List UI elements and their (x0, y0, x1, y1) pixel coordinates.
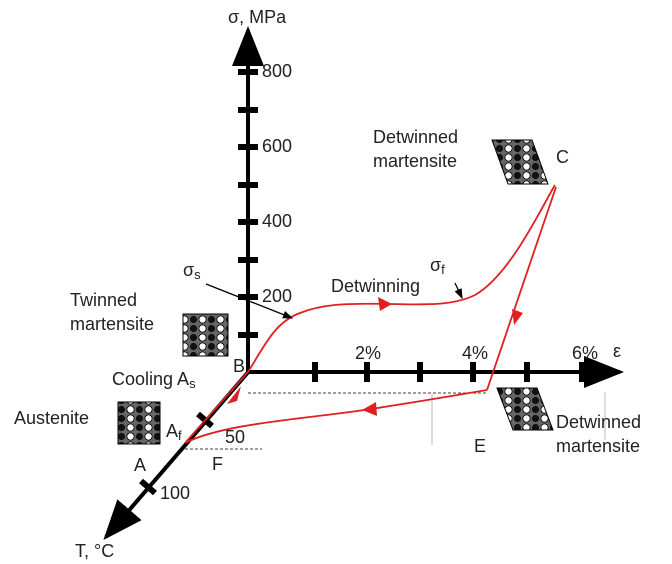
detwinned-label: Detwinned (373, 127, 458, 147)
point-label: E (474, 436, 486, 456)
sigma-tick-label: 200 (262, 286, 292, 306)
point-label: Af (166, 421, 182, 444)
epsilon-tick-label: 6% (572, 343, 598, 363)
twinned-crystal (182, 313, 229, 357)
detwinning-label: Detwinning (331, 276, 420, 296)
red-arrows (227, 297, 523, 416)
crystals (117, 139, 554, 445)
point-label: A (134, 455, 146, 475)
sigma-s-label: σs (183, 260, 201, 283)
detwinned-label: martensite (556, 436, 640, 456)
detwinned-label: Detwinned (556, 412, 641, 432)
detwinned-crystal-bottom (496, 387, 554, 431)
texts: σ, MPa ε T, °C 800 600 400 200 2% 4% 6% … (14, 7, 641, 561)
twinned-label: Twinned (70, 290, 137, 310)
unloading-curve (486, 186, 557, 391)
sigma-tick-label: 400 (262, 211, 292, 231)
sigma-tick-label: 600 (262, 136, 292, 156)
guides (185, 392, 606, 450)
detwinned-crystal-top (491, 139, 549, 185)
point-label: F (212, 454, 223, 474)
temperature-tick-label: 100 (160, 483, 190, 503)
detwinned-label: martensite (373, 151, 457, 171)
austenite-label: Austenite (14, 408, 89, 428)
heating-curve (184, 389, 488, 444)
epsilon-tick-label: 4% (462, 343, 488, 363)
sigma-axis-label: σ, MPa (228, 7, 287, 27)
austenite-crystal (117, 401, 161, 445)
sigma-tick-label: 800 (262, 61, 292, 81)
temperature-tick-label: 50 (225, 427, 245, 447)
point-label: C (556, 147, 569, 167)
leaders (205, 282, 463, 319)
temperature-axis-label: T, °C (75, 541, 114, 561)
cooling-label: Cooling As (112, 369, 196, 392)
twinned-label: martensite (70, 314, 154, 334)
sigma-f-label: σf (430, 255, 445, 278)
epsilon-axis-label: ε (613, 341, 621, 361)
epsilon-tick-label: 2% (355, 343, 381, 363)
point-label: B (233, 356, 245, 376)
